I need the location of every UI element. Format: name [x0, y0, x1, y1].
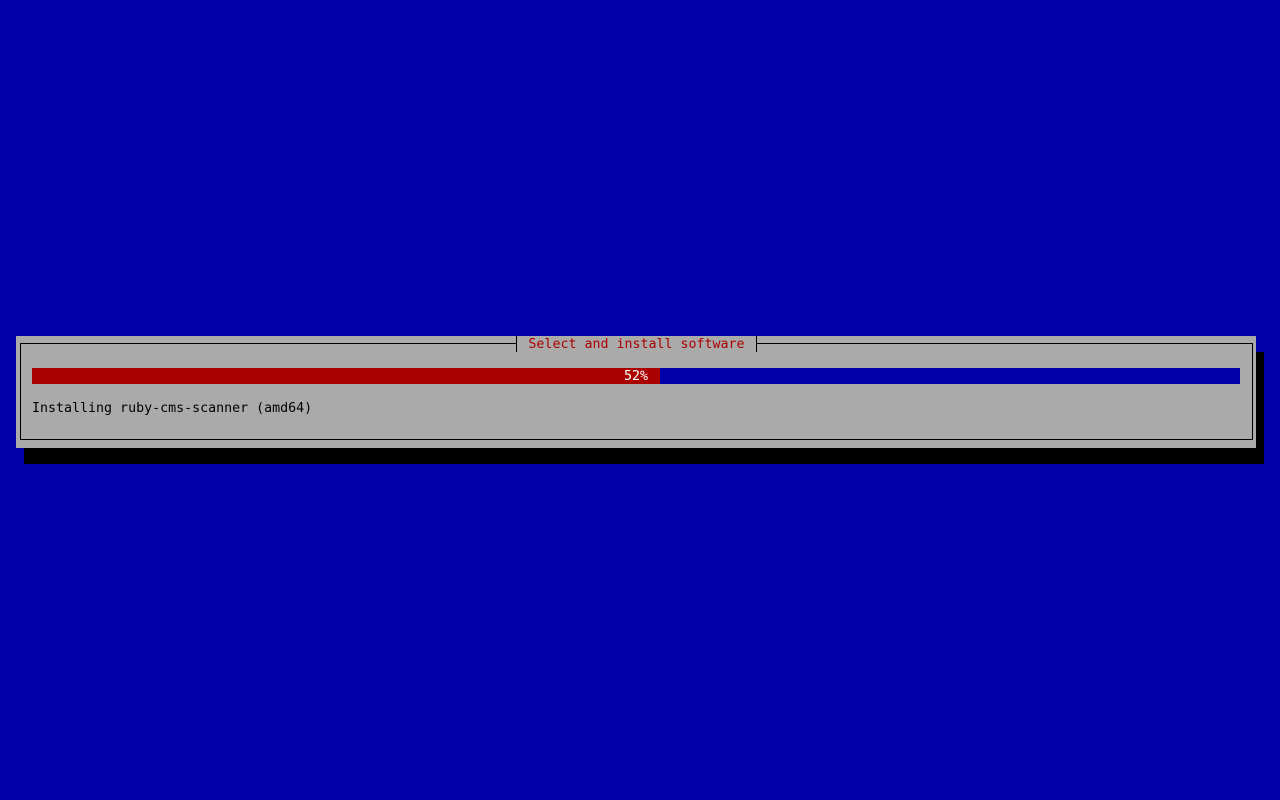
progress-percent: 52% — [623, 369, 649, 384]
progress-bar: 52% — [32, 368, 1240, 384]
dialog-frame — [20, 343, 1253, 440]
progress-fill — [32, 368, 661, 384]
dialog-title: Select and install software — [516, 336, 757, 352]
progress-dialog: Select and install software 52% Installi… — [16, 336, 1256, 448]
status-text: Installing ruby-cms-scanner (amd64) — [32, 401, 313, 416]
